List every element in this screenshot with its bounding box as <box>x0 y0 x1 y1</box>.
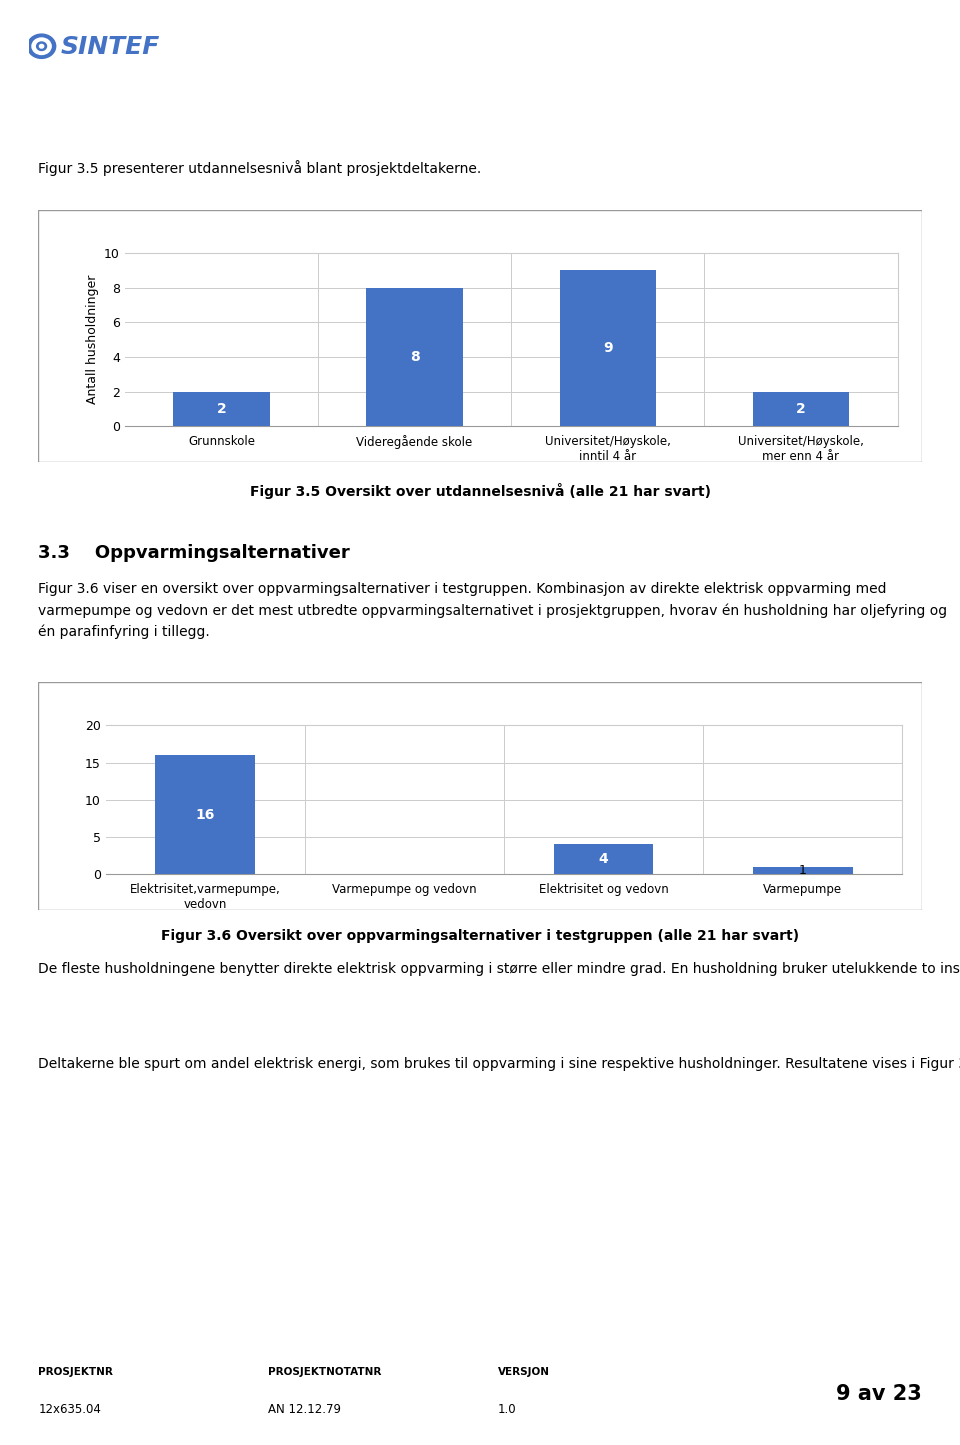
Text: Figur 3.5 Oversikt over utdannelsesnivå (alle 21 har svart): Figur 3.5 Oversikt over utdannelsesnivå … <box>250 483 710 499</box>
Text: 3.3    Oppvarmingsalternativer: 3.3 Oppvarmingsalternativer <box>38 543 350 562</box>
Text: 4: 4 <box>599 853 609 867</box>
Circle shape <box>39 45 44 48</box>
Y-axis label: Antall husholdninger: Antall husholdninger <box>85 275 99 405</box>
Text: De fleste husholdningene benytter direkte elektrisk oppvarming i større eller mi: De fleste husholdningene benytter direkt… <box>38 962 960 977</box>
Bar <box>554 844 654 874</box>
Text: SINTEF: SINTEF <box>60 35 160 59</box>
Text: PROSJEKTNR: PROSJEKTNR <box>38 1367 113 1377</box>
Text: 8: 8 <box>410 350 420 364</box>
Text: AN 12.12.79: AN 12.12.79 <box>268 1403 341 1416</box>
Text: VERSJON: VERSJON <box>497 1367 550 1377</box>
Text: 1: 1 <box>799 864 806 877</box>
Bar <box>753 392 850 426</box>
Text: Figur 3.6 viser en oversikt over oppvarmingsalternativer i testgruppen. Kombinas: Figur 3.6 viser en oversikt over oppvarm… <box>38 582 948 639</box>
Text: Deltakerne ble spurt om andel elektrisk energi, som brukes til oppvarming i sine: Deltakerne ble spurt om andel elektrisk … <box>38 1055 960 1071</box>
Bar <box>560 270 656 426</box>
Bar <box>173 392 270 426</box>
Text: PROSJEKTNOTATNR: PROSJEKTNOTATNR <box>268 1367 381 1377</box>
Bar <box>753 867 852 874</box>
Text: 1.0: 1.0 <box>497 1403 516 1416</box>
Text: 2: 2 <box>217 402 227 416</box>
Bar <box>156 756 255 874</box>
Text: 12x635.04: 12x635.04 <box>38 1403 101 1416</box>
FancyBboxPatch shape <box>38 210 922 462</box>
Text: 9: 9 <box>603 341 612 355</box>
Text: 16: 16 <box>196 808 215 822</box>
Text: 2: 2 <box>796 402 805 416</box>
FancyBboxPatch shape <box>38 682 922 910</box>
Circle shape <box>36 42 46 51</box>
Circle shape <box>28 35 56 58</box>
Bar <box>367 288 463 426</box>
Text: 9 av 23: 9 av 23 <box>836 1384 922 1405</box>
Text: Figur 3.5 presenterer utdannelsesnivå blant prosjektdeltakerne.: Figur 3.5 presenterer utdannelsesnivå bl… <box>38 159 482 176</box>
Text: Figur 3.6 Oversikt over oppvarmingsalternativer i testgruppen (alle 21 har svart: Figur 3.6 Oversikt over oppvarmingsalter… <box>161 929 799 942</box>
Circle shape <box>32 38 51 55</box>
